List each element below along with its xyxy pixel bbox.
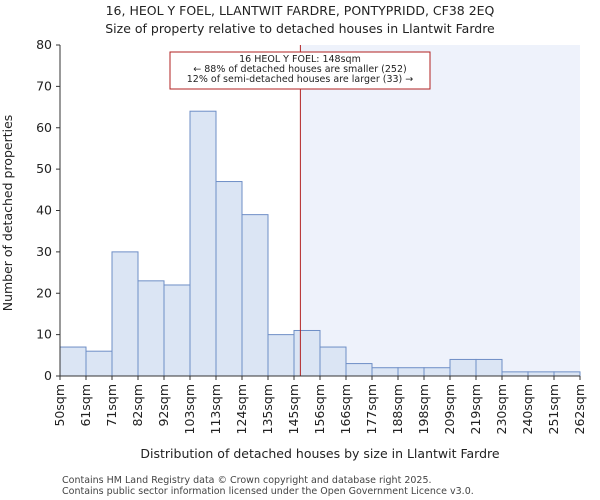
x-tick-label-61sqm: 61sqm xyxy=(78,384,93,427)
x-tick-label-103sqm: 103sqm xyxy=(182,384,197,434)
annotation-line-2: ← 88% of detached houses are smaller (25… xyxy=(193,64,406,75)
x-tick-label-82sqm: 82sqm xyxy=(130,384,145,427)
x-tick-label-113sqm: 113sqm xyxy=(208,384,223,434)
bar-156sqm xyxy=(319,346,347,377)
bar-145sqm xyxy=(293,329,321,377)
y-tick-label-70: 70 xyxy=(36,78,52,93)
footer-line-2: Contains public sector information licen… xyxy=(62,486,474,497)
bar-50sqm xyxy=(59,346,87,377)
x-tick-label-209sqm: 209sqm xyxy=(442,384,457,434)
x-tick-label-145sqm: 145sqm xyxy=(286,384,301,434)
y-tick-label-50: 50 xyxy=(36,161,52,176)
annotation-border xyxy=(169,51,431,90)
annotation-line-3: 12% of semi-detached houses are larger (… xyxy=(187,74,414,85)
x-tick-label-71sqm: 71sqm xyxy=(104,384,119,427)
bar-219sqm xyxy=(475,358,503,377)
highlight-region xyxy=(300,45,580,376)
x-tick-label-177sqm: 177sqm xyxy=(364,384,379,434)
bar-251sqm xyxy=(553,371,581,377)
x-tick-label-92sqm: 92sqm xyxy=(156,384,171,427)
bar-92sqm xyxy=(163,284,191,377)
chart-title: 16, HEOL Y FOEL, LLANTWIT FARDRE, PONTYP… xyxy=(106,3,495,18)
x-tick-label-50sqm: 50sqm xyxy=(52,384,67,427)
y-tick-label-0: 0 xyxy=(44,368,52,383)
bar-198sqm xyxy=(423,367,451,377)
bar-177sqm xyxy=(371,367,399,377)
y-tick-label-20: 20 xyxy=(36,285,52,300)
x-tick-label-124sqm: 124sqm xyxy=(234,384,249,434)
bar-82sqm xyxy=(137,280,165,377)
y-tick-label-40: 40 xyxy=(36,203,52,218)
y-tick-label-60: 60 xyxy=(36,120,52,135)
annotation-line-1: 16 HEOL Y FOEL: 148sqm xyxy=(239,54,361,65)
bar-61sqm xyxy=(85,350,113,377)
x-tick-label-188sqm: 188sqm xyxy=(390,384,405,434)
x-tick-label-240sqm: 240sqm xyxy=(520,384,535,434)
x-tick-label-262sqm: 262sqm xyxy=(572,384,587,434)
chart-subtitle: Size of property relative to detached ho… xyxy=(105,21,495,36)
bar-71sqm xyxy=(111,251,139,377)
y-tick-label-80: 80 xyxy=(36,37,52,52)
bar-188sqm xyxy=(397,367,425,377)
x-tick-label-156sqm: 156sqm xyxy=(312,384,327,434)
x-tick-label-251sqm: 251sqm xyxy=(546,384,561,434)
bar-240sqm xyxy=(527,371,555,377)
bar-230sqm xyxy=(501,371,529,377)
footer-line-1: Contains HM Land Registry data © Crown c… xyxy=(62,475,432,486)
bar-135sqm xyxy=(267,334,295,377)
bar-113sqm xyxy=(215,181,243,377)
annotation-box: 16 HEOL Y FOEL: 148sqm ← 88% of detached… xyxy=(169,51,431,90)
x-axis-label: Distribution of detached houses by size … xyxy=(140,446,499,461)
x-tick-label-230sqm: 230sqm xyxy=(494,384,509,434)
bar-103sqm xyxy=(189,110,217,377)
y-tick-label-30: 30 xyxy=(36,244,52,259)
bar-209sqm xyxy=(449,358,477,377)
x-tick-label-219sqm: 219sqm xyxy=(468,384,483,434)
x-tick-label-166sqm: 166sqm xyxy=(338,384,353,434)
x-tick-label-135sqm: 135sqm xyxy=(260,384,275,434)
plot-area: 0 10 20 30 40 50 60 70 80 50sqm 61sqm 71sqm 82sqm 92s… xyxy=(36,37,587,434)
bar-124sqm xyxy=(241,214,269,377)
y-axis-label: Number of detached properties xyxy=(0,115,15,312)
y-tick-label-10: 10 xyxy=(36,327,52,342)
bar-166sqm xyxy=(345,363,373,377)
x-tick-label-198sqm: 198sqm xyxy=(416,384,431,434)
